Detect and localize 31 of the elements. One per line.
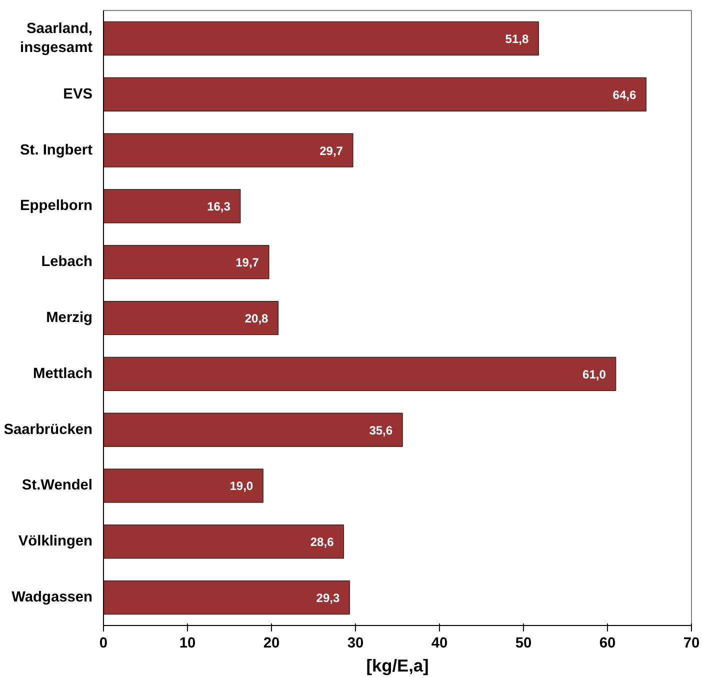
data-label: 20,8: [244, 312, 269, 326]
x-tick-label: 40: [431, 636, 448, 652]
x-axis-title: [kg/E,a]: [366, 656, 429, 676]
data-label: 16,3: [207, 200, 231, 214]
y-tick-label: Mettlach: [33, 366, 93, 382]
x-tick-label: 20: [263, 636, 280, 652]
y-tick-label: Saarbrücken: [4, 422, 93, 438]
y-tick-label: St. Ingbert: [20, 142, 93, 158]
data-label: 19,7: [236, 256, 260, 270]
y-tick-label: Saarland, insgesamt: [20, 20, 93, 56]
x-tick-label: 60: [599, 636, 616, 652]
data-label: 35,6: [369, 423, 393, 438]
data-label: 19,0: [230, 479, 254, 494]
y-tick-label: Eppelborn: [20, 198, 93, 214]
data-label: 64,6: [612, 88, 636, 102]
y-tick-label: Merzig: [46, 310, 93, 326]
y-tick-label: Völklingen: [18, 534, 93, 550]
y-tick-label: Wadgassen: [12, 590, 93, 606]
x-tick-label: 30: [347, 636, 364, 652]
data-label: 28,6: [310, 535, 334, 550]
y-tick-label: Lebach: [41, 254, 93, 270]
data-label: 29,3: [316, 591, 340, 606]
data-label: 61,0: [582, 367, 606, 382]
x-tick-label: 0: [99, 636, 108, 652]
y-tick-label: EVS: [63, 86, 93, 102]
data-label: 29,7: [320, 144, 344, 158]
x-tick-label: 70: [683, 636, 700, 652]
y-tick-label: St.Wendel: [22, 478, 92, 494]
x-tick-label: 10: [179, 636, 196, 652]
x-tick-label: 50: [515, 636, 532, 652]
data-label: 51,8: [505, 32, 529, 46]
